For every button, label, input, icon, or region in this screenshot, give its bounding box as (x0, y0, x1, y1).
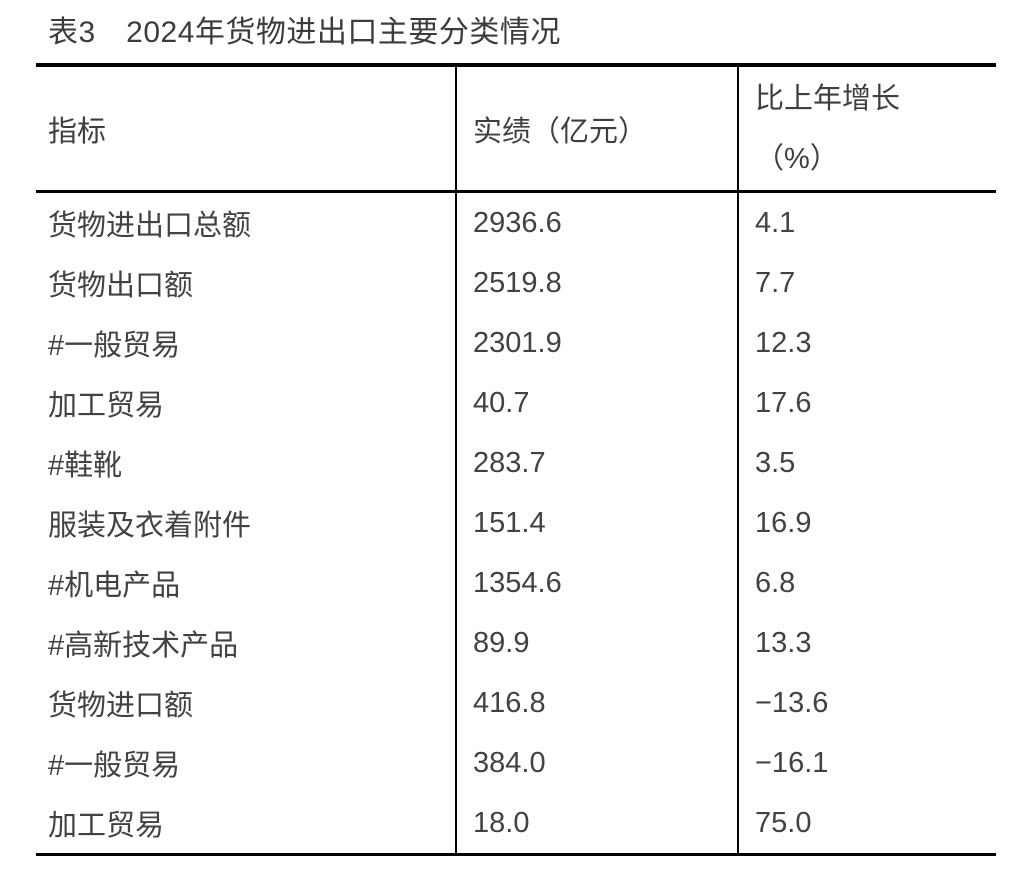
indicator-cell: 货物进口额 (36, 673, 457, 733)
table-row: 货物出口额 2519.8 7.7 (36, 253, 996, 313)
table-row: 货物进口额 416.8 −13.6 (36, 673, 996, 733)
indicator-cell: 货物出口额 (36, 253, 457, 313)
growth-cell: 4.1 (755, 206, 796, 239)
header-growth: 比上年增长 （%） (738, 65, 996, 193)
indicator-cell: 货物进出口总额 (36, 191, 457, 253)
table-row: 货物进出口总额 2936.6 4.1 (36, 191, 996, 253)
growth-cell: 13.3 (755, 626, 812, 659)
value-cell: 283.7 (456, 433, 739, 493)
indicator-cell: 加工贸易 (36, 793, 457, 855)
table-row: 加工贸易 40.7 17.6 (36, 373, 996, 433)
table-title: 表3 2024年货物进出口主要分类情况 (48, 16, 561, 49)
indicator-cell: 服装及衣着附件 (36, 493, 457, 553)
import-export-table: 指标 实绩（亿元） 比上年增长 （%） 货物进出口总额 2936.6 4.1 货… (36, 63, 996, 856)
indicator-cell: #一般贸易 (36, 733, 457, 793)
indicator-cell: #鞋靴 (36, 433, 457, 493)
value-cell: 2936.6 (456, 191, 739, 253)
growth-cell: 12.3 (755, 326, 812, 359)
table-header: 指标 实绩（亿元） 比上年增长 （%） (36, 65, 996, 193)
growth-cell: −13.6 (755, 686, 829, 719)
value-cell: 384.0 (456, 733, 739, 793)
value-cell: 40.7 (456, 373, 739, 433)
indicator-cell: #一般贸易 (36, 313, 457, 373)
header-value: 实绩（亿元） (456, 65, 739, 193)
table-row: #一般贸易 2301.9 12.3 (36, 313, 996, 373)
growth-cell: 75.0 (755, 806, 812, 839)
header-growth-line1: 比上年增长 (755, 82, 901, 115)
header-row: 指标 实绩（亿元） 比上年增长 （%） (36, 65, 996, 193)
value-cell: 1354.6 (456, 553, 739, 613)
indicator-cell: #高新技术产品 (36, 613, 457, 673)
indicator-cell: #机电产品 (36, 553, 457, 613)
header-indicator: 指标 (36, 65, 457, 193)
table-body: 货物进出口总额 2936.6 4.1 货物出口额 2519.8 7.7 #一般贸… (36, 191, 996, 855)
table-row: 加工贸易 18.0 75.0 (36, 793, 996, 855)
growth-cell: 16.9 (755, 506, 812, 539)
table-row: #机电产品 1354.6 6.8 (36, 553, 996, 613)
table-row: 服装及衣着附件 151.4 16.9 (36, 493, 996, 553)
table-row: #一般贸易 384.0 −16.1 (36, 733, 996, 793)
value-cell: 151.4 (456, 493, 739, 553)
value-cell: 18.0 (456, 793, 739, 855)
indicator-cell: 加工贸易 (36, 373, 457, 433)
growth-cell: 7.7 (755, 266, 796, 299)
growth-cell: 6.8 (755, 566, 796, 599)
value-cell: 416.8 (456, 673, 739, 733)
table-row: #鞋靴 283.7 3.5 (36, 433, 996, 493)
value-cell: 89.9 (456, 613, 739, 673)
value-cell: 2301.9 (456, 313, 739, 373)
value-cell: 2519.8 (456, 253, 739, 313)
table-row: #高新技术产品 89.9 13.3 (36, 613, 996, 673)
growth-cell: −16.1 (755, 746, 829, 779)
growth-cell: 3.5 (755, 446, 796, 479)
header-growth-line2: （%） (755, 142, 839, 175)
growth-cell: 17.6 (755, 386, 812, 419)
